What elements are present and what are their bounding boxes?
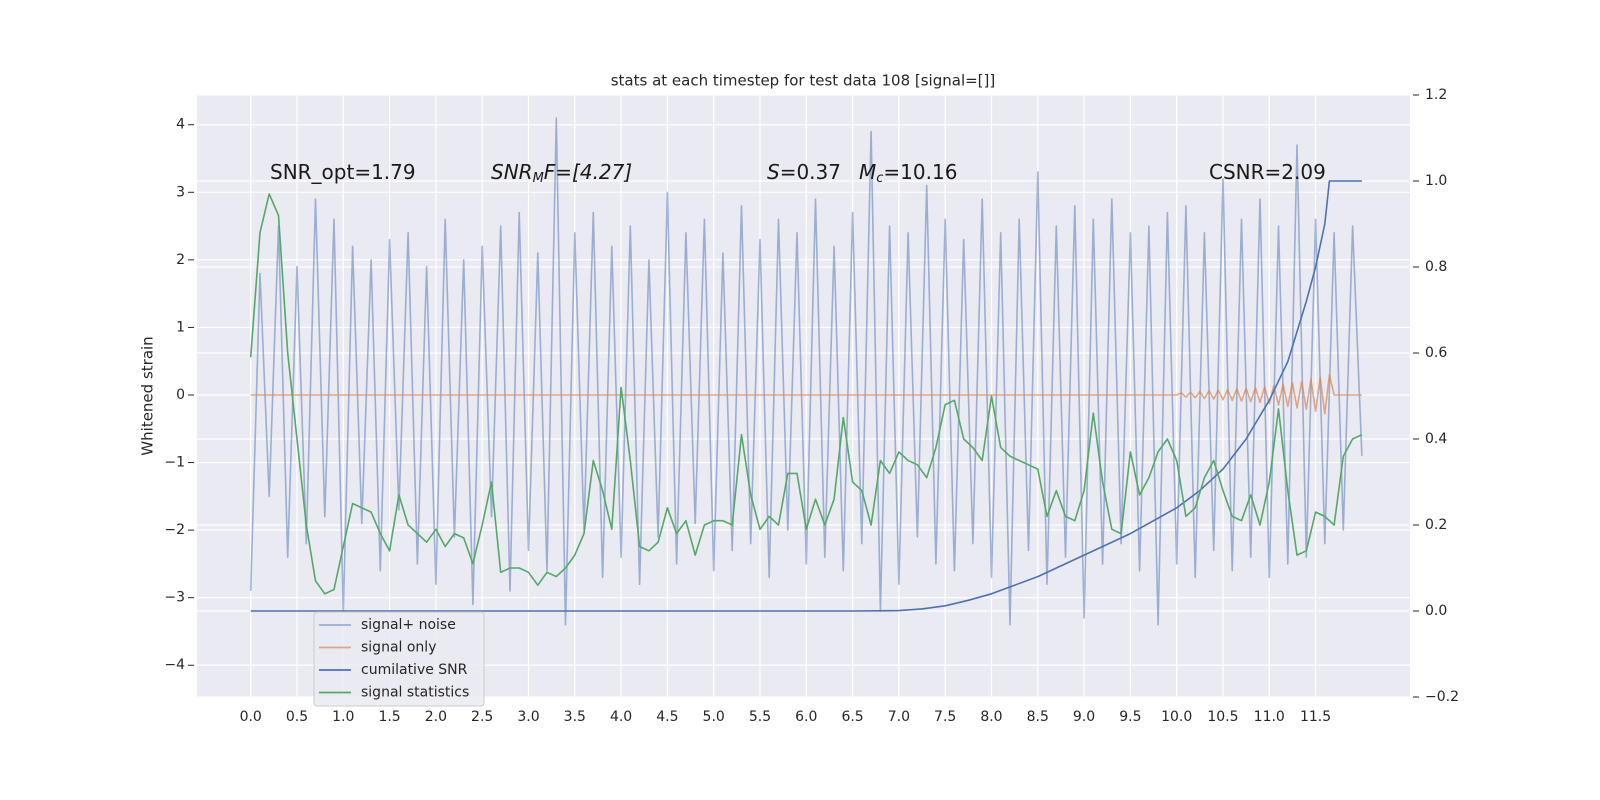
y-tick-label: −2 [164,522,185,538]
annotation-text: SNR_opt=1.79 [270,160,416,184]
x-tick-label: 11.0 [1254,709,1285,725]
annotation: SNR_opt=1.79 [270,160,416,184]
x-tick-label: 11.5 [1300,709,1331,725]
plot-background [197,95,1410,697]
x-tick-label: 5.5 [749,709,771,725]
y2-tick-label: 0.4 [1425,431,1447,447]
y-tick-label: 3 [176,184,185,200]
annotation-subscript: c [876,171,883,186]
x-tick-label: 10.5 [1207,709,1238,725]
annotation-text: =0.37 [780,160,841,184]
y-tick-label: 2 [176,252,185,268]
x-tick-label: 9.0 [1073,709,1095,725]
y2-tick-label: 1.0 [1425,173,1447,189]
legend-label: signal+ noise [361,617,456,633]
y2-tick-label: −0.2 [1425,689,1459,705]
legend-label: signal statistics [361,685,469,701]
x-tick-label: 9.5 [1119,709,1141,725]
y-tick-label: −4 [164,657,185,673]
annotation-text: CSNR=2.09 [1209,160,1326,184]
x-tick-label: 1.0 [332,709,354,725]
series-line [249,117,1363,626]
marks [249,117,1363,626]
y-tick-label: −1 [164,455,185,471]
x-tick-label: 0.5 [286,709,308,725]
x-tick-label: 8.5 [1027,709,1049,725]
series-line [250,373,1362,415]
annotation-text: S [767,160,780,184]
annotation: S=0.37 [767,160,841,184]
x-tick-label: 2.5 [471,709,493,725]
x-tick-label: 5.0 [703,709,725,725]
annotation: Mc=10.16 [859,160,957,186]
annotation-subscript: M [533,171,544,186]
x-tick-label: 8.0 [980,709,1002,725]
x-tick-label: 6.5 [841,709,863,725]
x-tick-label: 7.5 [934,709,956,725]
y2-tick-label: 1.2 [1425,87,1447,103]
y-tick-label: 4 [176,117,185,133]
chart-title: stats at each timestep for test data 108… [611,72,996,90]
legend-label: signal only [361,640,436,656]
y2-tick-label: 0.6 [1425,345,1447,361]
y2-tick-label: 0.0 [1425,603,1447,619]
x-tick-label: 1.5 [378,709,400,725]
x-tick-label: 2.0 [425,709,447,725]
series-line [250,180,1362,612]
y2-tick-label: 0.8 [1425,259,1447,275]
legend-box [313,611,485,707]
y2-tick-label: 0.2 [1425,517,1447,533]
x-tick-label: 3.5 [564,709,586,725]
y-axis-label: Whitened strain [139,336,157,455]
x-tick-label: 0.0 [240,709,262,725]
annotation-text: SNR [491,160,533,184]
legend-label: cumilative SNR [361,662,468,678]
annotation: SNRMF=[4.27] [491,160,632,186]
legend: signal+ noise signal only cumilative SNR si… [313,611,485,707]
annotation: CSNR=2.09 [1209,160,1326,184]
x-tick-label: 4.0 [610,709,632,725]
y-tick-label: 1 [176,319,185,335]
x-tick-label: 6.0 [795,709,817,725]
x-tick-label: 4.5 [656,709,678,725]
annotation-text: M [859,160,876,184]
x-tick-label: 10.0 [1161,709,1192,725]
series-line [249,193,1363,595]
y-tick-label: −3 [164,590,185,606]
x-tick-label: 3.0 [517,709,539,725]
y-tick-label: 0 [176,387,185,403]
annotation-text: =10.16 [883,160,957,184]
x-tick-label: 7.0 [888,709,910,725]
annotation-text: F=[4.27] [544,160,632,184]
